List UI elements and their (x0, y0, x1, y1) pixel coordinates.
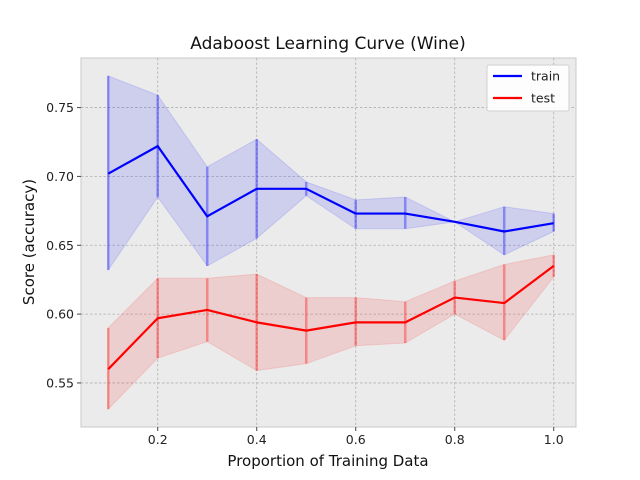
legend-label-train: train (531, 69, 560, 84)
x-tick-label: 0.6 (346, 432, 366, 447)
y-tick-label: 0.75 (46, 100, 74, 115)
plot-area (80, 57, 577, 428)
x-tick-label: 0.2 (148, 432, 168, 447)
confidence-band-test (107, 254, 555, 411)
y-tick-label: 0.55 (46, 375, 74, 390)
x-tick-label: 0.4 (247, 432, 267, 447)
y-tick-label: 0.70 (46, 169, 74, 184)
axis-ticks: 0.2 0.4 0.6 0.8 1.0 0.55 0.60 0.65 0.70 0.75 (46, 100, 564, 447)
x-axis-label: Proportion of Training Data (227, 452, 428, 470)
x-tick-label: 1.0 (544, 432, 564, 447)
y-axis-label: Score (accuracy) (20, 179, 38, 305)
series-line-train (107, 145, 554, 233)
chart-title: Adaboost Learning Curve (Wine) (190, 34, 465, 54)
legend: train test (486, 64, 570, 112)
confidence-band-train (107, 75, 555, 272)
y-tick-label: 0.65 (46, 238, 74, 253)
series-lines (107, 145, 555, 370)
x-tick-label: 0.8 (445, 432, 465, 447)
legend-label-test: test (531, 91, 555, 106)
series-line-test (107, 265, 555, 370)
confidence-bands (107, 75, 555, 411)
grid (81, 58, 576, 427)
y-tick-label: 0.60 (46, 307, 74, 322)
